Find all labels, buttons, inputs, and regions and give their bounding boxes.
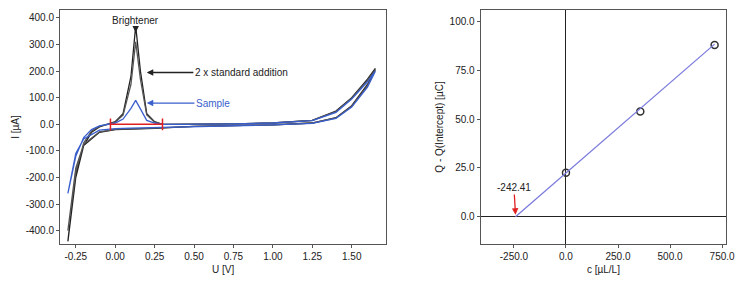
svg-text:400.0: 400.0	[29, 12, 54, 23]
svg-text:100.0: 100.0	[29, 92, 54, 103]
svg-text:-400.0: -400.0	[26, 225, 55, 236]
svg-text:200.0: 200.0	[29, 66, 54, 77]
svg-text:0.75: 0.75	[224, 251, 244, 262]
svg-text:750.0: 750.0	[710, 251, 735, 262]
svg-text:25.0: 25.0	[455, 162, 475, 173]
svg-text:-300.0: -300.0	[26, 199, 55, 210]
svg-text:1.50: 1.50	[342, 251, 362, 262]
svg-text:1.00: 1.00	[263, 251, 283, 262]
svg-text:-100.0: -100.0	[26, 145, 55, 156]
svg-text:0.0: 0.0	[461, 211, 475, 222]
svg-text:-0.25: -0.25	[64, 251, 87, 262]
svg-text:U [V]: U [V]	[212, 264, 234, 275]
svg-text:I [µA]: I [µA]	[10, 115, 21, 139]
svg-text:Q - Q(Intercept) [µC]: Q - Q(Intercept) [µC]	[434, 81, 445, 173]
svg-text:0.00: 0.00	[105, 251, 125, 262]
svg-text:75.0: 75.0	[455, 65, 475, 76]
svg-text:300.0: 300.0	[29, 39, 54, 50]
svg-text:100.0: 100.0	[450, 16, 475, 27]
svg-text:-200.0: -200.0	[26, 172, 55, 183]
svg-text:250.0: 250.0	[605, 251, 630, 262]
svg-text:c [µL/L]: c [µL/L]	[587, 264, 620, 275]
svg-text:500.0: 500.0	[658, 251, 683, 262]
svg-text:0.25: 0.25	[145, 251, 165, 262]
svg-text:2 x standard addition: 2 x standard addition	[195, 67, 288, 78]
svg-text:1.25: 1.25	[303, 251, 323, 262]
svg-text:0.50: 0.50	[184, 251, 204, 262]
svg-text:-250.0: -250.0	[500, 251, 529, 262]
svg-text:-242.41: -242.41	[497, 182, 531, 193]
svg-text:0.0: 0.0	[40, 119, 54, 130]
svg-text:Brightener: Brightener	[112, 15, 159, 26]
svg-text:0.0: 0.0	[559, 251, 573, 262]
svg-text:50.0: 50.0	[455, 114, 475, 125]
svg-text:Sample: Sample	[196, 98, 230, 109]
